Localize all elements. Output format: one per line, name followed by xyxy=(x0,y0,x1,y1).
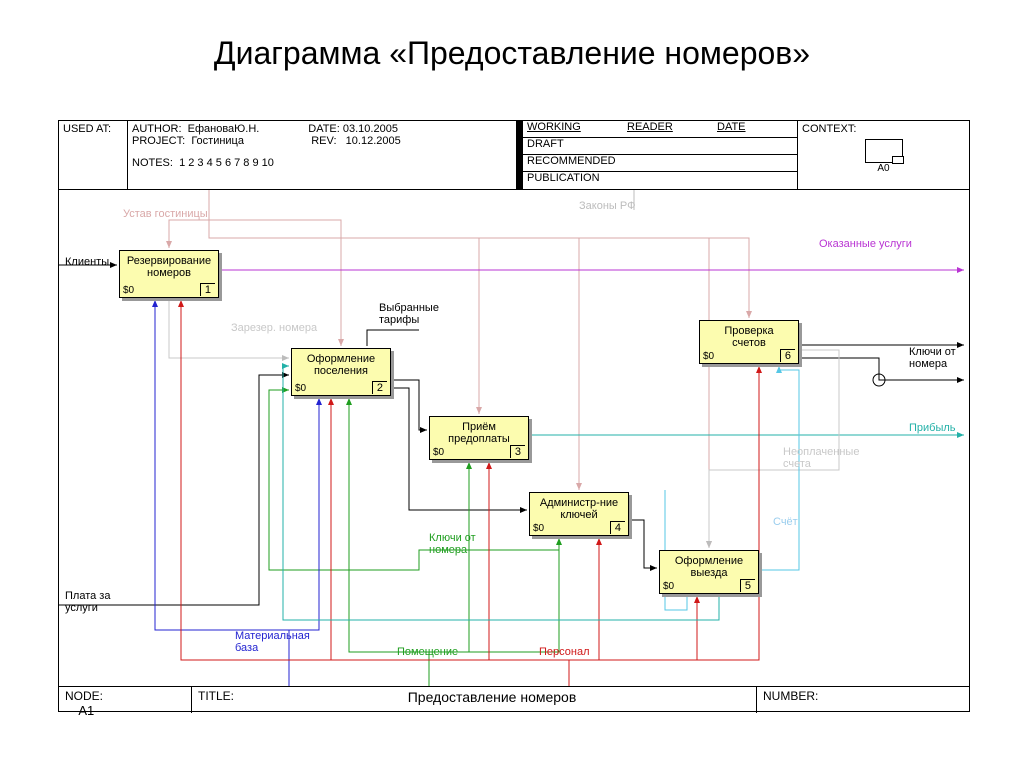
footer-number: NUMBER: xyxy=(757,687,969,713)
footer-title-label: TITLE: xyxy=(198,689,234,703)
status-date2: DATE xyxy=(717,121,746,137)
notes: 1 2 3 4 5 6 7 8 9 10 xyxy=(179,157,274,169)
flow-label: Оказанные услуги xyxy=(819,238,912,250)
context-box-icon xyxy=(865,139,903,163)
flow-label: Ключи от номера xyxy=(909,346,979,370)
flow-label: Материальная база xyxy=(235,630,305,654)
project-label: PROJECT: xyxy=(132,135,185,147)
flow-label: Выбранные тарифы xyxy=(379,302,449,326)
flow-label: Клиенты xyxy=(65,256,109,268)
status-publication: PUBLICATION xyxy=(527,172,600,188)
footer-node-label: NODE: xyxy=(65,689,103,703)
status-draft: DRAFT xyxy=(527,138,564,154)
diagram-frame: USED AT: AUTHOR: ЕфановаЮ.Н. DATE: 03.10… xyxy=(58,120,970,712)
rev-label: REV: xyxy=(311,135,336,147)
date-label: DATE: xyxy=(308,123,340,135)
idef-node-5: Оформлениевыезда$05 xyxy=(659,550,759,594)
flow-label: Плата за услуги xyxy=(65,590,135,614)
author-label: AUTHOR: xyxy=(132,123,182,135)
flow-label: Зарезер. номера xyxy=(231,322,317,334)
flow-label: Персонал xyxy=(539,646,590,658)
status-working: WORKING xyxy=(527,121,627,137)
flow-label: Счёт xyxy=(773,516,798,528)
footer-number-label: NUMBER: xyxy=(763,689,818,703)
footer-node: NODE: A1 xyxy=(59,687,192,713)
author: ЕфановаЮ.Н. xyxy=(188,123,260,135)
footer-node-val: A1 xyxy=(78,703,94,718)
footer-row: NODE: A1 TITLE: Предоставление номеров N… xyxy=(59,686,969,713)
hdr-context: CONTEXT: A0 xyxy=(798,121,969,189)
status-reader: READER xyxy=(627,121,717,137)
context-label: CONTEXT: xyxy=(802,123,856,135)
rev: 10.12.2005 xyxy=(346,135,401,147)
status-recommended: RECOMMENDED xyxy=(527,155,616,171)
page-title: Диаграмма «Предоставление номеров» xyxy=(0,0,1024,92)
flow-label: Устав гостиницы xyxy=(123,208,208,220)
hdr-used-at: USED AT: xyxy=(59,121,128,189)
header-row: USED AT: AUTHOR: ЕфановаЮ.Н. DATE: 03.10… xyxy=(59,121,969,190)
date: 03.10.2005 xyxy=(343,123,398,135)
notes-label: NOTES: xyxy=(132,157,173,169)
hdr-meta: AUTHOR: ЕфановаЮ.Н. DATE: 03.10.2005 PRO… xyxy=(128,121,517,189)
flow-label: Законы РФ xyxy=(579,200,635,212)
idef-node-3: Приёмпредоплаты$03 xyxy=(429,416,529,460)
idef-node-6: Проверкасчетов$06 xyxy=(699,320,799,364)
idef-node-4: Администр-ниеключей$04 xyxy=(529,492,629,536)
footer-title-val: Предоставление номеров xyxy=(408,689,577,705)
idef-node-1: Резервированиеномеров$01 xyxy=(119,250,219,298)
context-sub: A0 xyxy=(802,163,965,174)
flow-label: Прибыль xyxy=(909,422,956,434)
project: Гостиница xyxy=(191,135,244,147)
flow-label: Ключи от номера xyxy=(429,532,499,556)
flow-label: Неоплаченные счета xyxy=(783,446,853,470)
hdr-status: WORKINGREADERDATE DRAFT RECOMMENDED PUBL… xyxy=(517,121,798,189)
idef-node-2: Оформлениепоселения$02 xyxy=(291,348,391,396)
diagram-canvas: Резервированиеномеров$01 Оформлениепоселе… xyxy=(59,190,969,686)
flow-label: Помещение xyxy=(397,646,458,658)
footer-title: TITLE: Предоставление номеров xyxy=(192,687,757,713)
